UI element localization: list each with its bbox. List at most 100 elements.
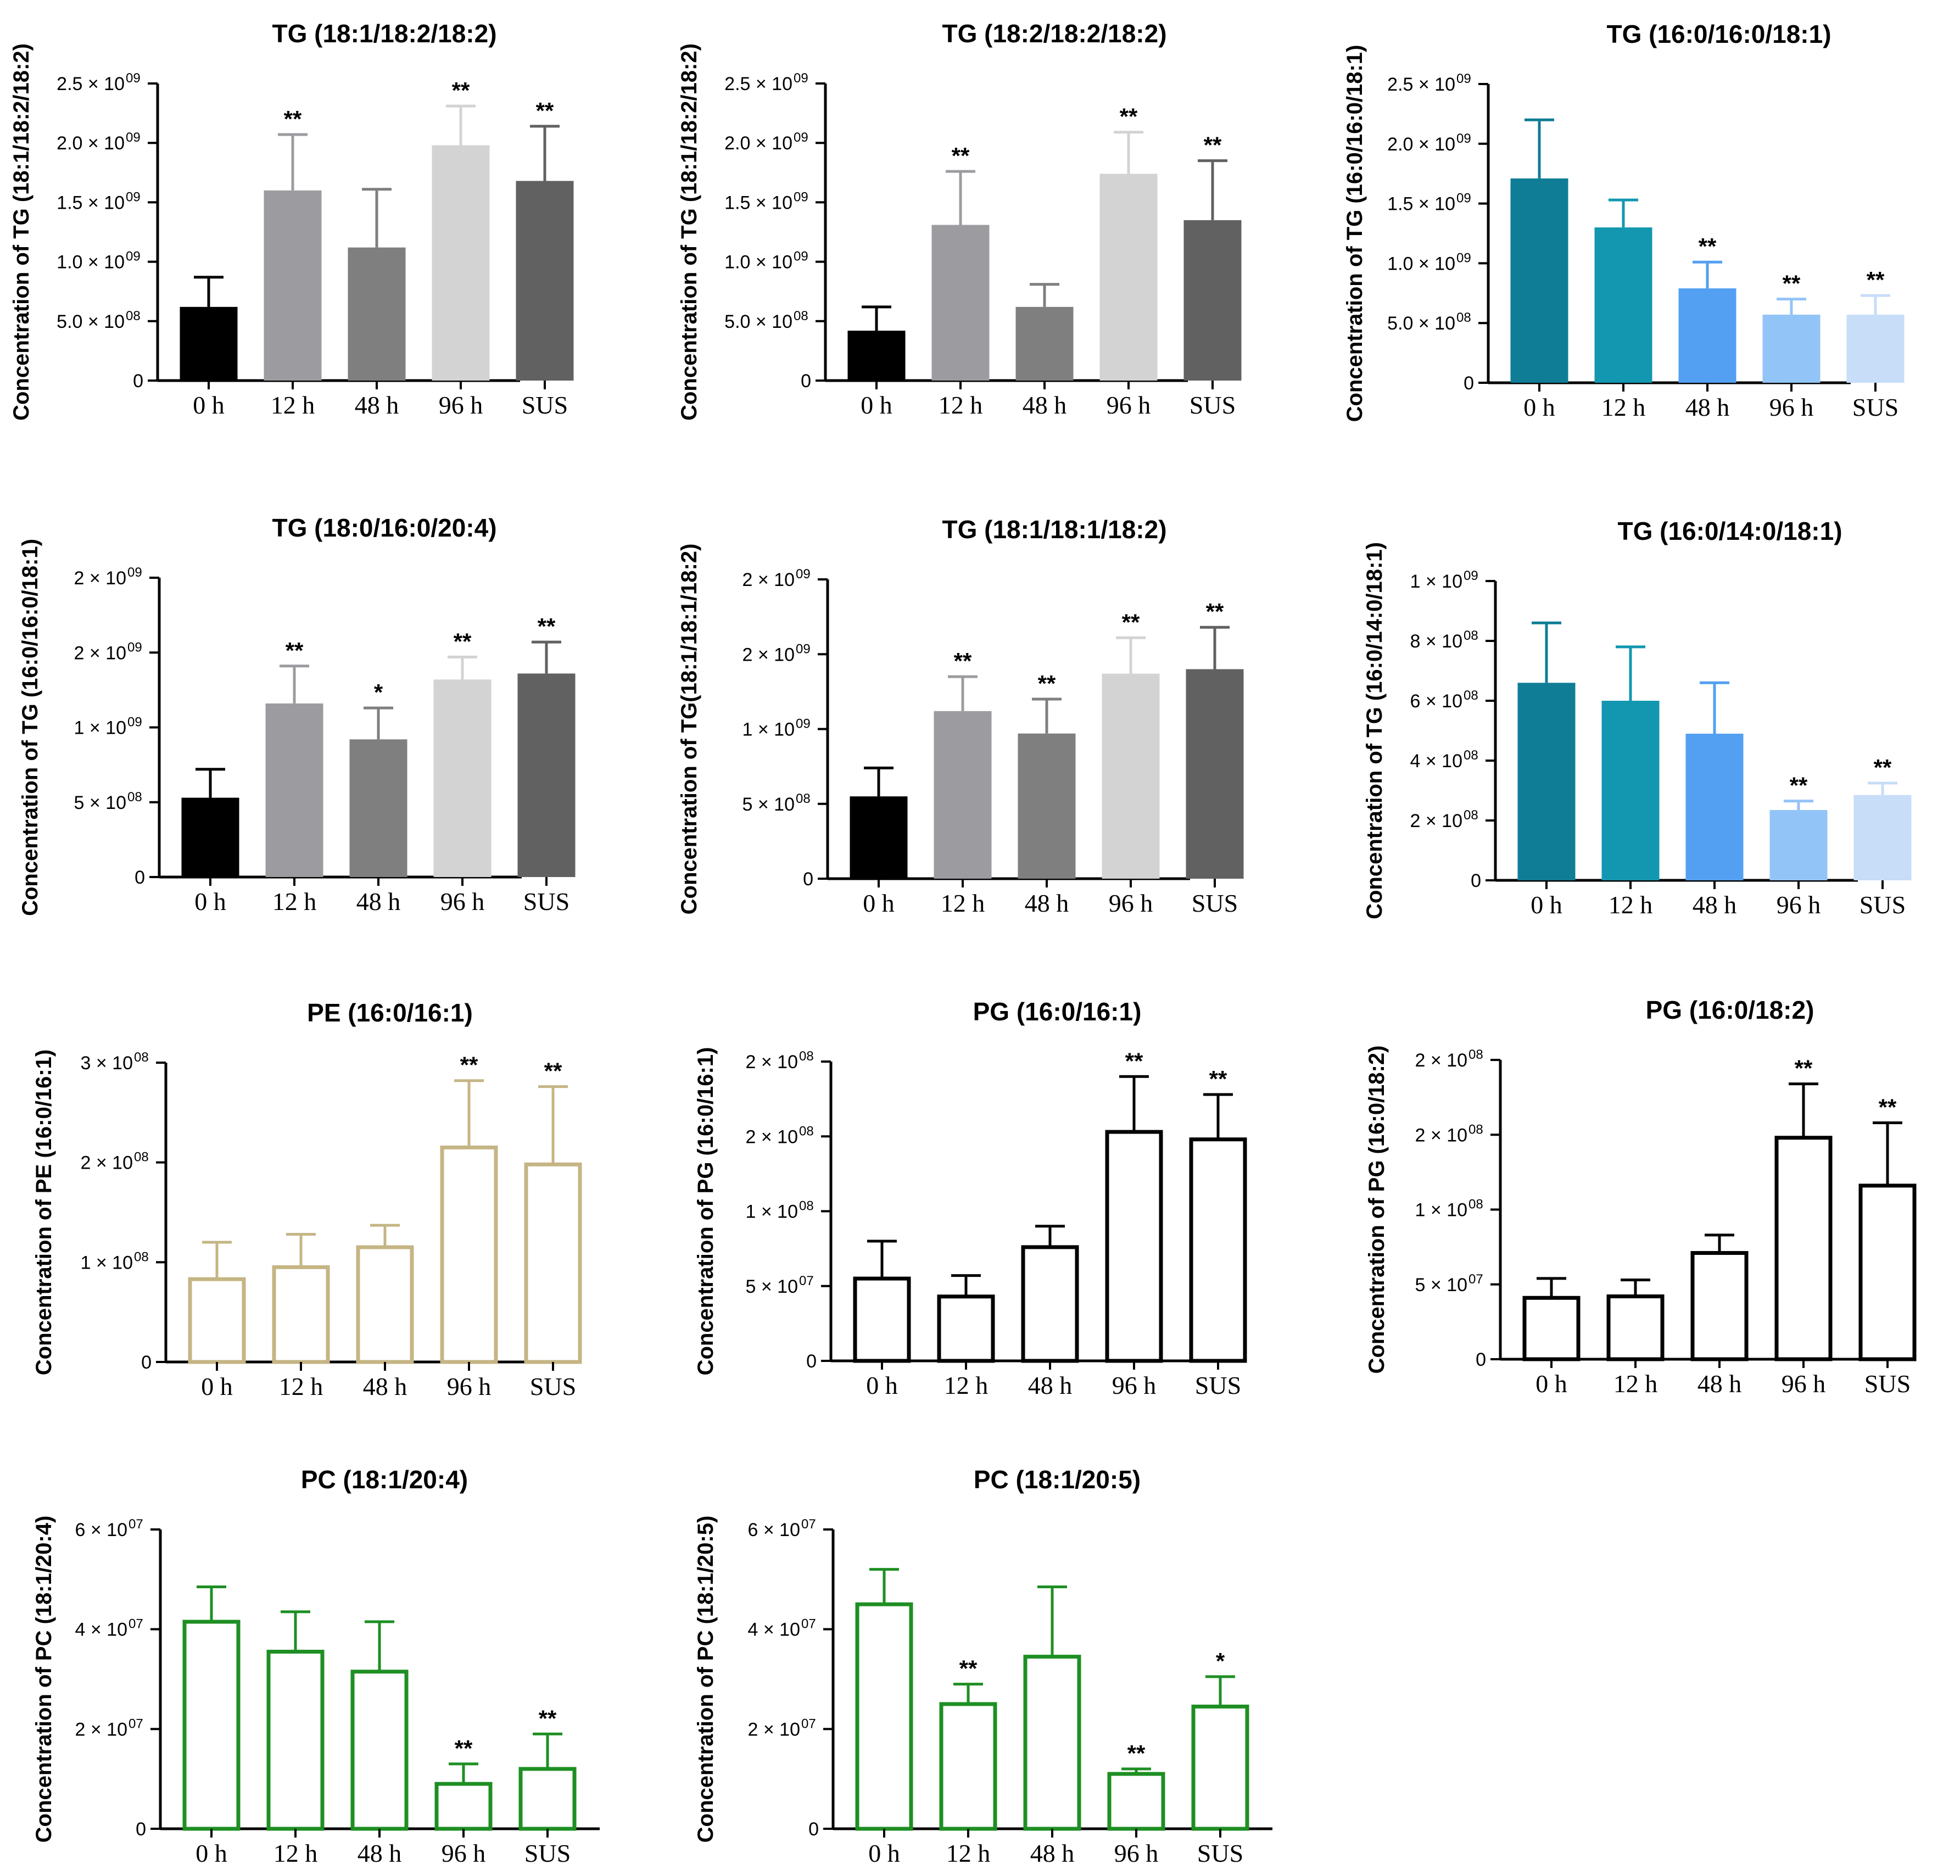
bar	[432, 145, 490, 381]
significance-label: **	[452, 77, 470, 103]
x-tick-label: SUS	[1197, 1839, 1243, 1867]
bar	[518, 1767, 577, 1831]
x-tick-label: 48 h	[1028, 1371, 1073, 1399]
y-tick-label: 1.5 × 10	[724, 192, 792, 213]
significance-label: **	[538, 613, 556, 639]
y-tick-exponent: 09	[126, 249, 141, 264]
y-tick-exponent: 09	[794, 71, 808, 86]
x-tick-label: 12 h	[279, 1372, 323, 1400]
x-tick-label: 0 h	[1523, 393, 1555, 421]
chart-title: PE (16:0/16:1)	[307, 998, 473, 1027]
bar	[847, 331, 906, 381]
bar	[1191, 1704, 1249, 1831]
y-tick-label: 2.0 × 10	[1387, 134, 1455, 155]
chart-title: TG (16:0/14:0/18:1)	[1617, 517, 1842, 545]
significance-label: *	[374, 679, 383, 705]
bar	[1023, 1655, 1081, 1831]
bar	[1606, 1294, 1665, 1361]
bar	[434, 1782, 493, 1831]
y-tick-label: 1 × 10	[742, 719, 795, 740]
y-tick-label: 2 × 10	[742, 644, 795, 665]
y-tick-label: 1 × 10	[746, 1202, 798, 1222]
x-tick-label: SUS	[523, 887, 569, 915]
x-tick-label: 96 h	[1107, 391, 1151, 419]
y-tick-label: 6 × 10	[75, 1520, 127, 1540]
bar	[1186, 669, 1244, 879]
significance-label: **	[536, 98, 554, 124]
bar	[1102, 673, 1160, 879]
y-tick-exponent: 09	[1456, 250, 1471, 265]
x-tick-label: 0 h	[196, 1839, 227, 1867]
y-axis-label: Concentration of TG (16:0/16:0/18:1)	[1343, 45, 1367, 422]
bar	[516, 181, 574, 381]
y-tick-exponent: 08	[794, 309, 808, 323]
x-tick-label: 12 h	[271, 391, 315, 419]
y-tick-label: 2 × 10	[74, 568, 126, 589]
significance-label: **	[1206, 599, 1224, 624]
y-tick-label: 2.5 × 10	[57, 74, 125, 94]
significance-label: **	[1783, 271, 1801, 297]
chart-title: TG (16:0/16:0/18:1)	[1606, 20, 1831, 48]
y-axis-label: Concentration of TG (16:0/14:0/18:1)	[1362, 542, 1387, 919]
y-tick-exponent: 07	[1468, 1272, 1483, 1287]
x-tick-label: SUS	[524, 1839, 571, 1867]
y-tick-label: 2 × 10	[75, 1719, 127, 1740]
y-tick-exponent: 09	[794, 130, 808, 145]
x-tick-label: SUS	[530, 1372, 576, 1400]
bar	[1690, 1251, 1749, 1361]
y-tick-label: 1 × 10	[74, 718, 126, 739]
y-tick-label: 5.0 × 10	[1387, 313, 1455, 334]
bar	[1105, 1130, 1163, 1363]
x-tick-label: SUS	[522, 391, 568, 419]
y-tick-label: 4 × 10	[748, 1620, 800, 1640]
y-tick-label: 2 × 10	[748, 1719, 800, 1740]
chart-tg2: TG (18:2/18:2/18:2) Concentration of TG (…	[677, 19, 1242, 421]
bar	[1021, 1245, 1079, 1363]
y-tick-label: 2 × 10	[746, 1052, 798, 1073]
y-tick-label: 5 × 10	[74, 792, 126, 813]
y-tick-label: 2 × 10	[1415, 1125, 1467, 1146]
x-tick-label: 0 h	[863, 889, 895, 917]
bar	[181, 797, 239, 877]
y-tick-exponent: 08	[799, 1199, 814, 1214]
chart-title: PG (16:0/16:1)	[973, 997, 1142, 1026]
y-tick-label: 6 × 10	[748, 1520, 800, 1540]
bar	[1018, 733, 1076, 879]
bar	[937, 1294, 995, 1363]
significance-label: **	[959, 1656, 978, 1682]
bar	[433, 679, 492, 877]
bar	[356, 1245, 414, 1364]
y-tick-label: 5 × 10	[746, 1276, 798, 1297]
x-tick-label: 12 h	[272, 887, 317, 915]
bar	[524, 1162, 582, 1364]
chart-tg3: TG (16:0/16:0/18:1) Concentration of TG (…	[1343, 20, 1905, 422]
y-tick-exponent: 09	[1456, 131, 1471, 146]
significance-label: **	[1120, 104, 1138, 130]
x-tick-label: 0 h	[194, 887, 226, 915]
bar	[1189, 1137, 1247, 1363]
bar	[517, 673, 576, 877]
bar	[1183, 220, 1242, 381]
chart-tg1: TG (18:1/18:2/18:2) Concentration of TG (…	[9, 19, 574, 421]
bar	[853, 1276, 911, 1363]
significance-label: **	[1038, 671, 1056, 696]
bar	[850, 796, 908, 879]
y-tick-exponent: 08	[799, 1124, 814, 1138]
chart-title: PC (18:1/20:4)	[301, 1465, 468, 1494]
chart-pg2: PG (16:0/18:2) Concentration of PG (16:0/…	[1365, 996, 1917, 1398]
x-tick-label: 48 h	[356, 887, 401, 915]
x-tick-label: 96 h	[1114, 1839, 1159, 1867]
significance-label: **	[1699, 233, 1717, 259]
bar	[264, 190, 322, 381]
y-axis-label: Concentration of TG (16:0/16:0/18:1)	[18, 539, 42, 916]
bar	[440, 1145, 498, 1364]
y-tick-label: 1 × 10	[1410, 571, 1462, 592]
y-tick-label: 2.0 × 10	[724, 133, 792, 154]
bar	[180, 306, 238, 381]
y-axis-label: Concentration of TG(18:1/18:1/18:2)	[677, 544, 701, 915]
x-tick-label: 48 h	[1693, 891, 1737, 919]
y-tick-label: 2.5 × 10	[1387, 74, 1455, 95]
bar	[349, 739, 407, 877]
y-tick-label: 1.0 × 10	[57, 252, 125, 273]
